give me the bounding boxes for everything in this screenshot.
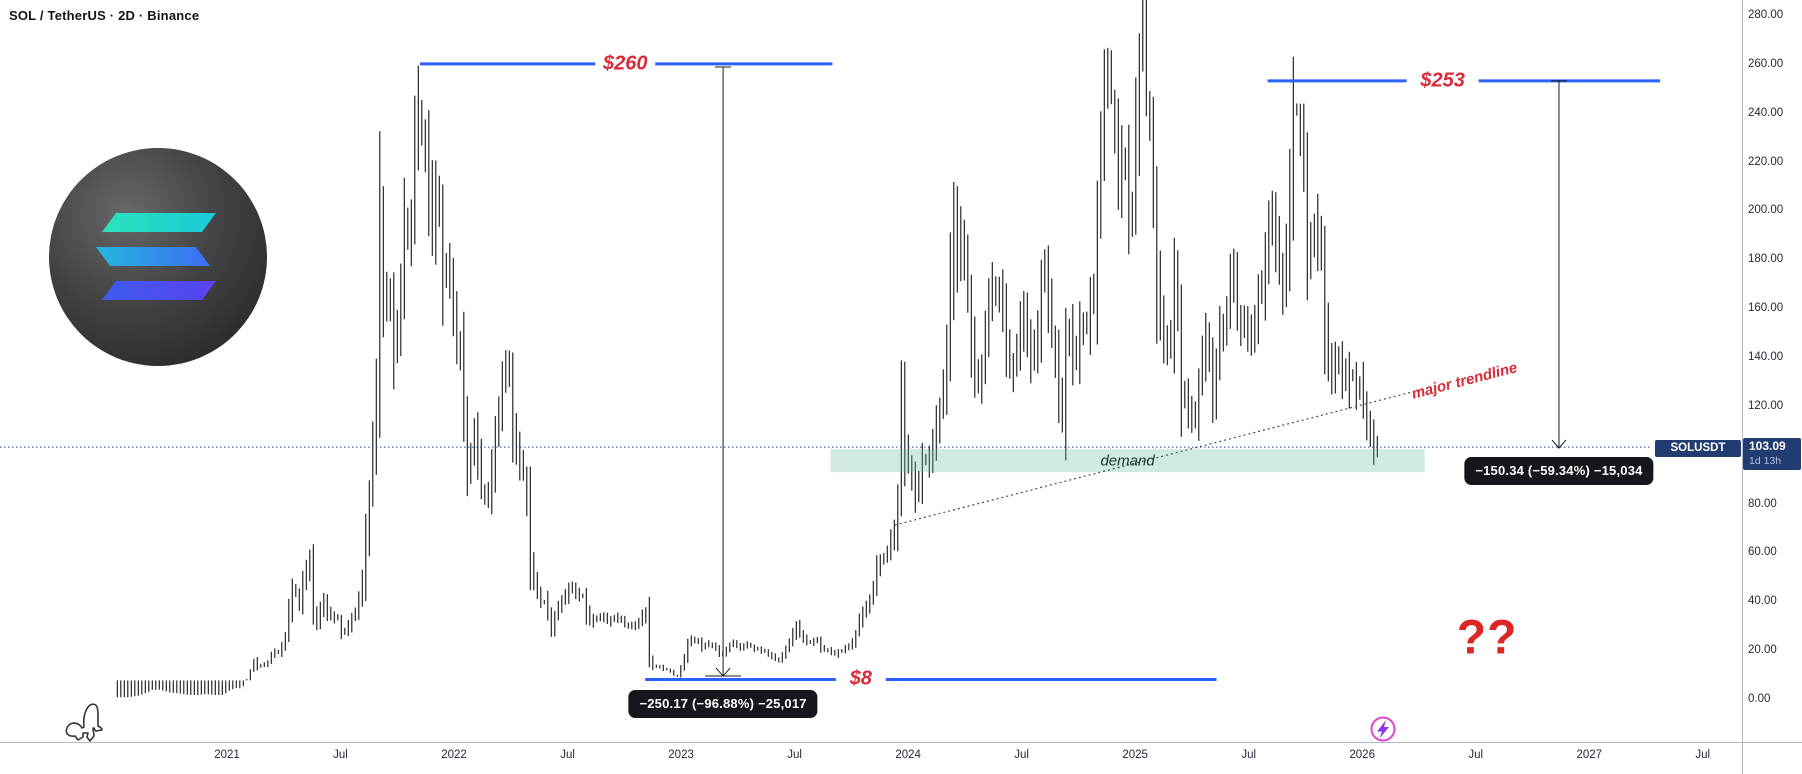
- time-axis-tick: Jul: [1695, 749, 1711, 761]
- price-axis-tick: 80.00: [1748, 497, 1777, 510]
- time-axis-tick: Jul: [560, 749, 575, 761]
- measure-tool-2[interactable]: [1550, 80, 1567, 449]
- measure-label-2[interactable]: −150.34 (−59.34%) −15,034: [1464, 457, 1654, 486]
- question-marks-label[interactable]: ??: [1456, 611, 1518, 665]
- logo-bar: [102, 281, 216, 300]
- support-8-label[interactable]: $8: [843, 667, 878, 691]
- price-axis-tick: 40.00: [1748, 595, 1777, 608]
- price-axis-tick: 120.00: [1748, 399, 1784, 412]
- last-price-box: 103.09 1d 13h: [1743, 438, 1801, 470]
- symbol-title[interactable]: SOL / TetherUS · 2D · Binance: [9, 8, 200, 23]
- price-axis-tick: 200.00: [1748, 204, 1784, 217]
- price-axis-separator: [1742, 0, 1743, 774]
- price-axis-tick: 160.00: [1748, 302, 1784, 315]
- time-axis-tick: 2022: [441, 749, 467, 761]
- price-axis-tick: 140.00: [1748, 350, 1784, 363]
- demand-zone-rect[interactable]: [830, 449, 1425, 473]
- time-axis-tick: Jul: [1468, 749, 1484, 761]
- time-axis-tick: 2024: [895, 749, 921, 761]
- measure-label-1[interactable]: −250.17 (−96.88%) −25,017: [628, 690, 818, 719]
- resistance-253-label[interactable]: $253: [1414, 69, 1471, 93]
- price-axis-tick: 20.00: [1748, 644, 1777, 657]
- candlestick-series: [116, 0, 1378, 698]
- time-axis-tick: 2027: [1576, 749, 1603, 761]
- price-axis-tick: 180.00: [1748, 253, 1784, 266]
- time-axis-tick: Jul: [1241, 749, 1257, 761]
- bolt-icon: [1377, 720, 1389, 739]
- measure-tool-1[interactable]: [705, 66, 742, 677]
- dino-doodle-icon: [65, 703, 103, 742]
- time-axis-tick: 2021: [214, 749, 240, 761]
- price-axis-tick: 0.00: [1748, 693, 1771, 705]
- solana-logo-watermark: [49, 148, 267, 366]
- time-axis-separator: [0, 742, 1802, 743]
- price-axis-tick: 280.00: [1748, 8, 1784, 21]
- bar-countdown: 1d 13h: [1749, 455, 1782, 467]
- time-axis-tick: 2026: [1349, 749, 1375, 761]
- trendline-drawing[interactable]: [894, 389, 1421, 526]
- price-axis-tick: 260.00: [1748, 57, 1784, 70]
- time-axis-tick: Jul: [787, 749, 802, 761]
- price-axis-tick: 60.00: [1748, 546, 1777, 559]
- logo-bar: [96, 247, 210, 266]
- time-axis-tick: 2025: [1122, 749, 1148, 761]
- resistance-260-label[interactable]: $260: [597, 52, 654, 76]
- time-axis-tick: Jul: [333, 749, 348, 761]
- time-axis-tick: Jul: [1014, 749, 1029, 761]
- price-axis-tick: 240.00: [1748, 106, 1784, 119]
- time-axis-tick: 2023: [668, 749, 694, 761]
- bolt-button[interactable]: [1370, 716, 1396, 742]
- price-line-symbol-tag: SOLUSDT: [1655, 440, 1741, 457]
- price-axis-tick: 220.00: [1748, 155, 1784, 168]
- demand-zone-label[interactable]: demand: [1100, 452, 1155, 470]
- logo-bar: [102, 213, 216, 232]
- last-price-value: 103.09: [1749, 439, 1786, 453]
